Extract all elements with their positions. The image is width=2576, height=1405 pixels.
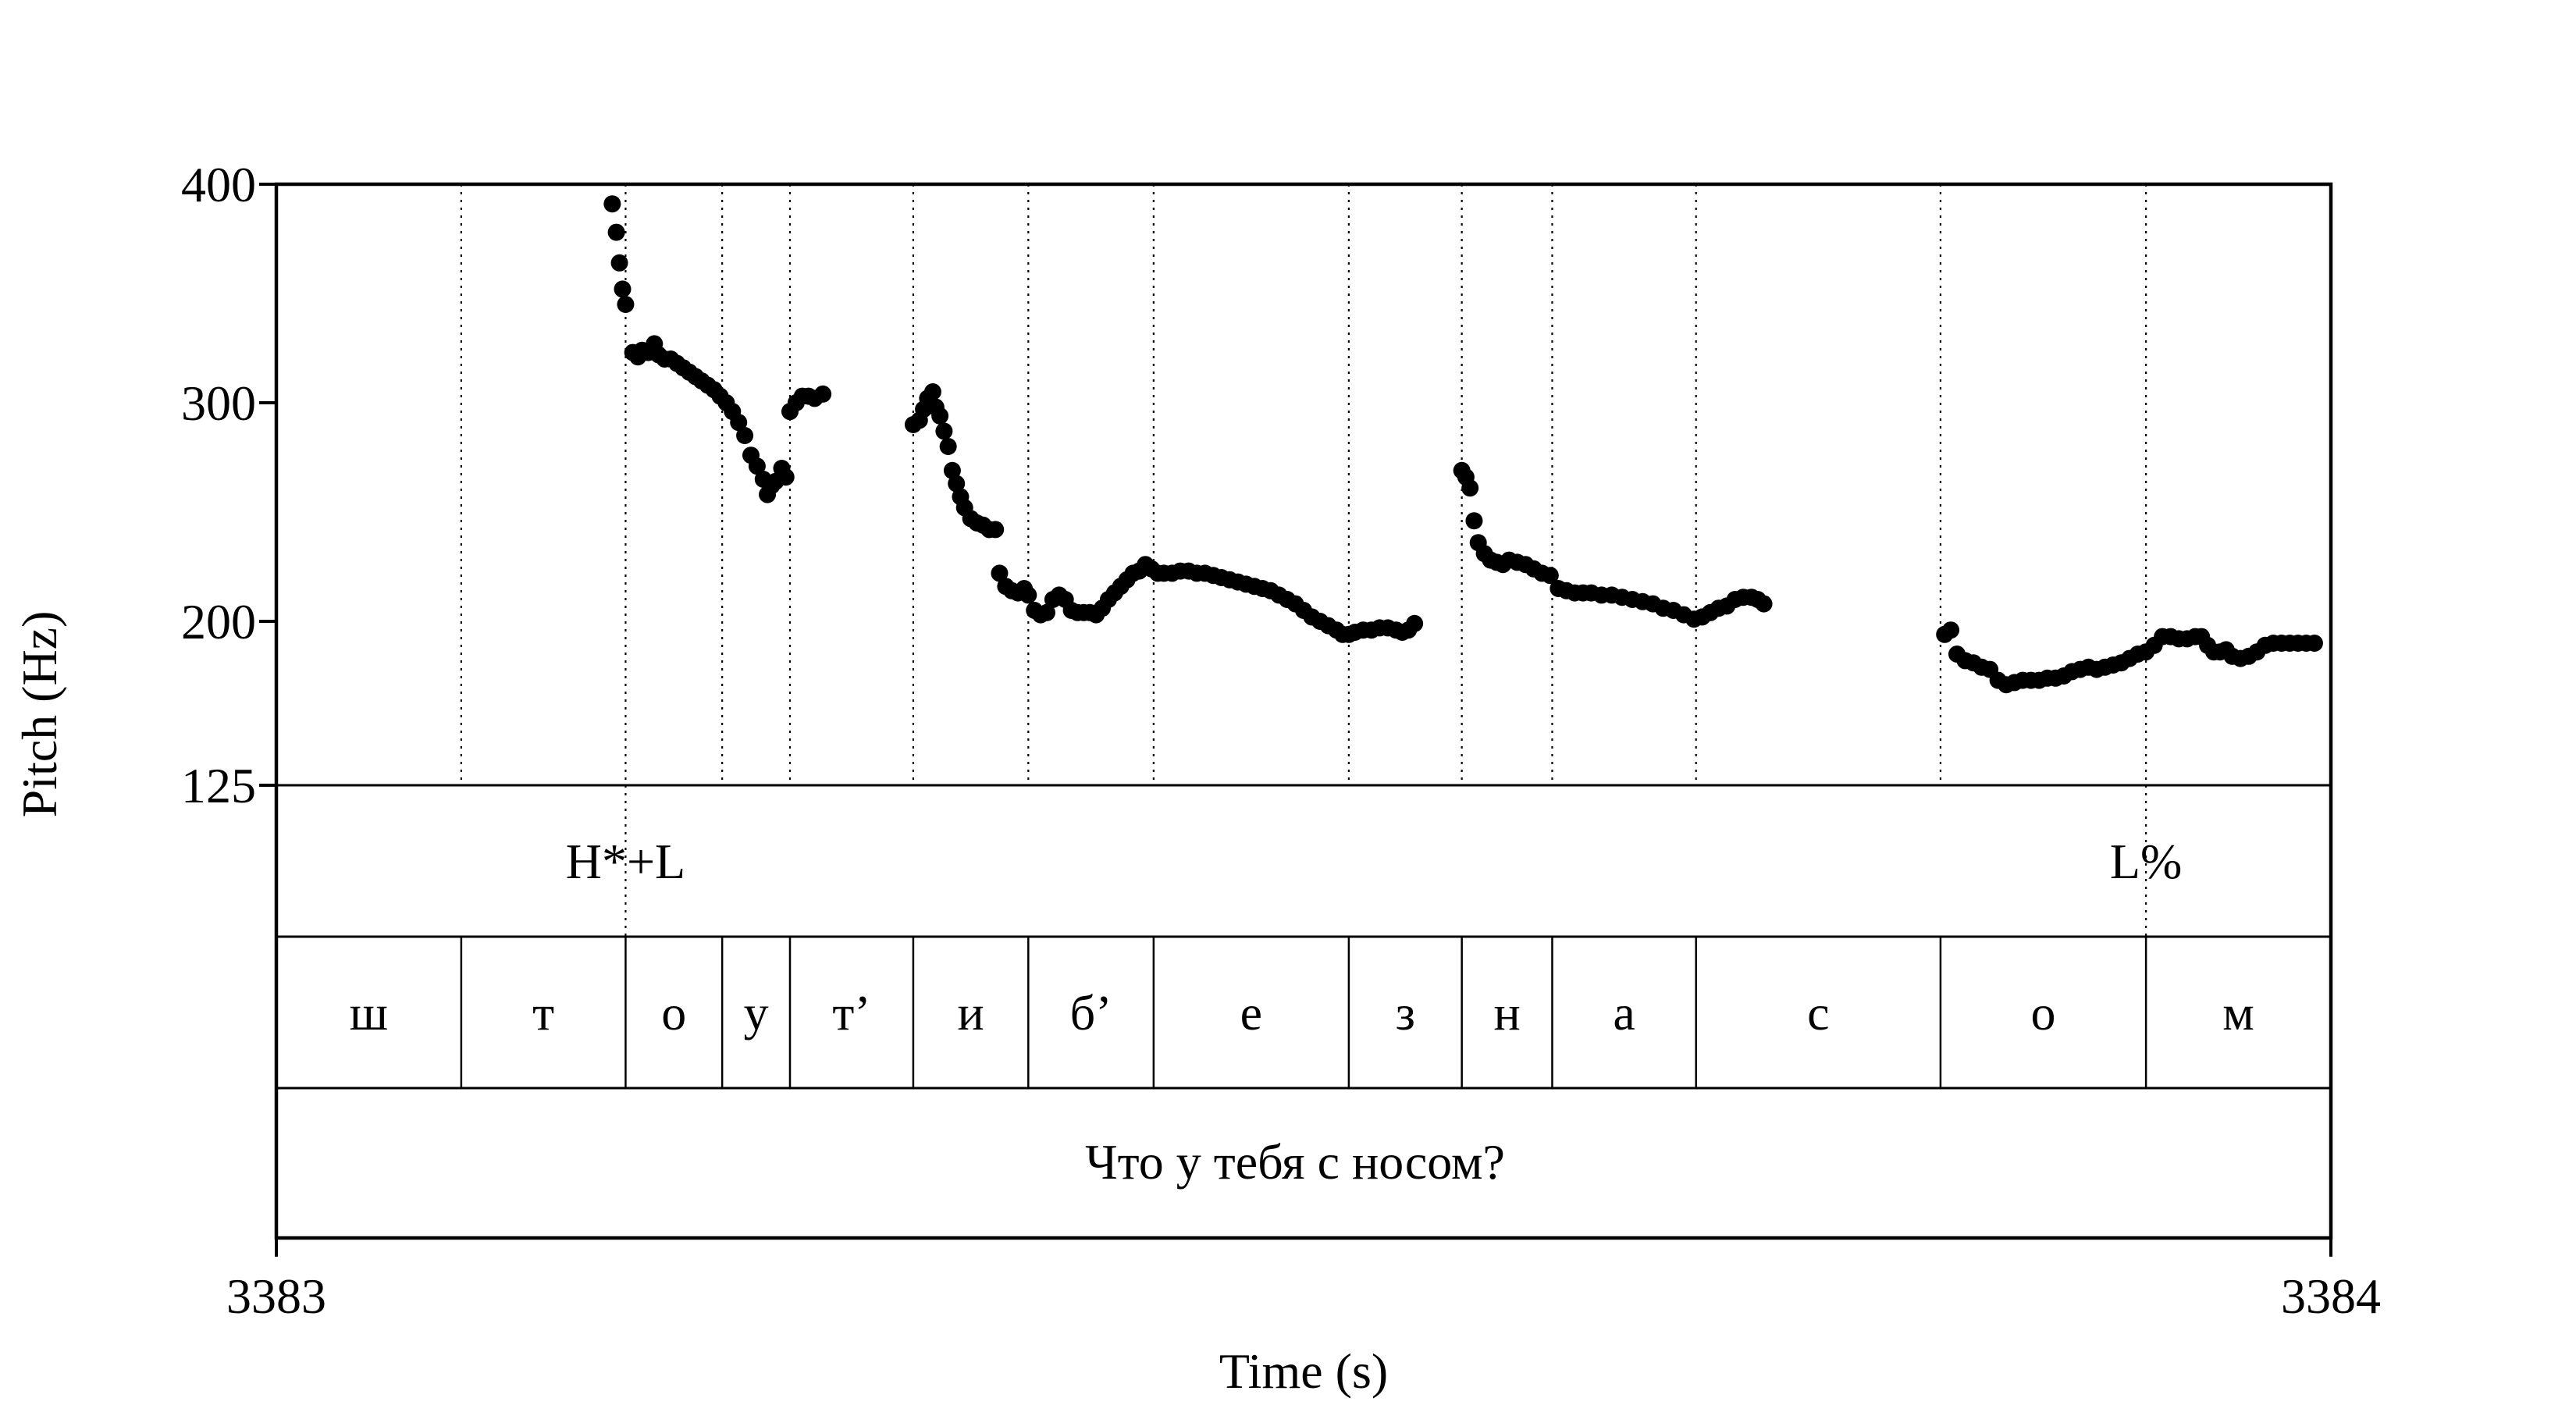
pitch-point <box>923 383 941 400</box>
x-tick-label: 3383 <box>226 1268 326 1324</box>
pitch-point <box>1406 614 1424 632</box>
segment-label: е <box>1240 985 1262 1040</box>
y-tick-label: 125 <box>181 758 256 813</box>
sentence-label: Что у тебя с носом? <box>1085 1134 1505 1190</box>
segment-label: б’ <box>1070 985 1112 1040</box>
pitch-point <box>1465 512 1483 530</box>
pitch-point <box>1541 567 1559 585</box>
segment-label: у <box>744 985 769 1040</box>
segment-label: с <box>1807 985 1829 1040</box>
pitch-point <box>1755 595 1773 613</box>
segment-label: ш <box>350 985 388 1040</box>
segment-label: о <box>661 985 686 1040</box>
pitch-point <box>1942 621 1960 639</box>
segment-label: т’ <box>832 985 870 1040</box>
segment-label: о <box>2031 985 2056 1040</box>
segment-label: и <box>957 985 984 1040</box>
pitch-point <box>607 223 625 241</box>
tone-tier: H*+L L% <box>566 785 2182 937</box>
segment-label: т <box>532 985 554 1040</box>
x-tick-label: 3384 <box>2281 1268 2381 1324</box>
pitch-point <box>748 457 766 475</box>
y-tick-label: 400 <box>181 157 256 212</box>
pitch-point <box>2305 635 2323 652</box>
pitch-point <box>935 422 953 440</box>
pitch-points <box>603 195 2323 694</box>
segment-label: а <box>1613 985 1635 1040</box>
pitch-point <box>603 195 621 213</box>
plot-frame <box>274 182 2333 1240</box>
pitch-point <box>939 438 957 455</box>
pitch-point <box>730 414 748 432</box>
pitch-point <box>1038 603 1055 621</box>
y-axis-ticks: 125 200 300 400 <box>181 157 276 813</box>
x-axis-ticks: 3383 3384 <box>226 1238 2381 1324</box>
pitch-point <box>987 521 1005 539</box>
pitch-point <box>614 280 632 298</box>
pitch-point <box>610 254 628 272</box>
pitch-point <box>1461 479 1479 497</box>
boundary-grid <box>460 184 2147 1088</box>
pitch-point <box>617 296 635 313</box>
pitch-point <box>931 407 949 425</box>
pitch-point <box>736 427 754 444</box>
y-axis-label: Pitch (Hz) <box>12 611 67 818</box>
y-tick-label: 200 <box>181 594 256 649</box>
pitch-point <box>948 475 966 493</box>
x-axis-label: Time (s) <box>1219 1343 1388 1399</box>
pitch-point <box>991 564 1009 582</box>
tone-label: H*+L <box>566 834 685 889</box>
pitch-point <box>777 468 795 486</box>
segment-label: м <box>2222 985 2254 1040</box>
segment-label: з <box>1396 985 1415 1040</box>
tone-label: L% <box>2110 834 2182 889</box>
segment-label: н <box>1493 985 1520 1040</box>
pitch-point <box>1019 586 1037 604</box>
pitch-point <box>814 385 832 403</box>
segment-tier: ш т о у т’ и б’ е з н а с о м <box>350 985 2254 1040</box>
pitch-point <box>943 461 961 479</box>
y-tick-label: 300 <box>181 375 256 431</box>
